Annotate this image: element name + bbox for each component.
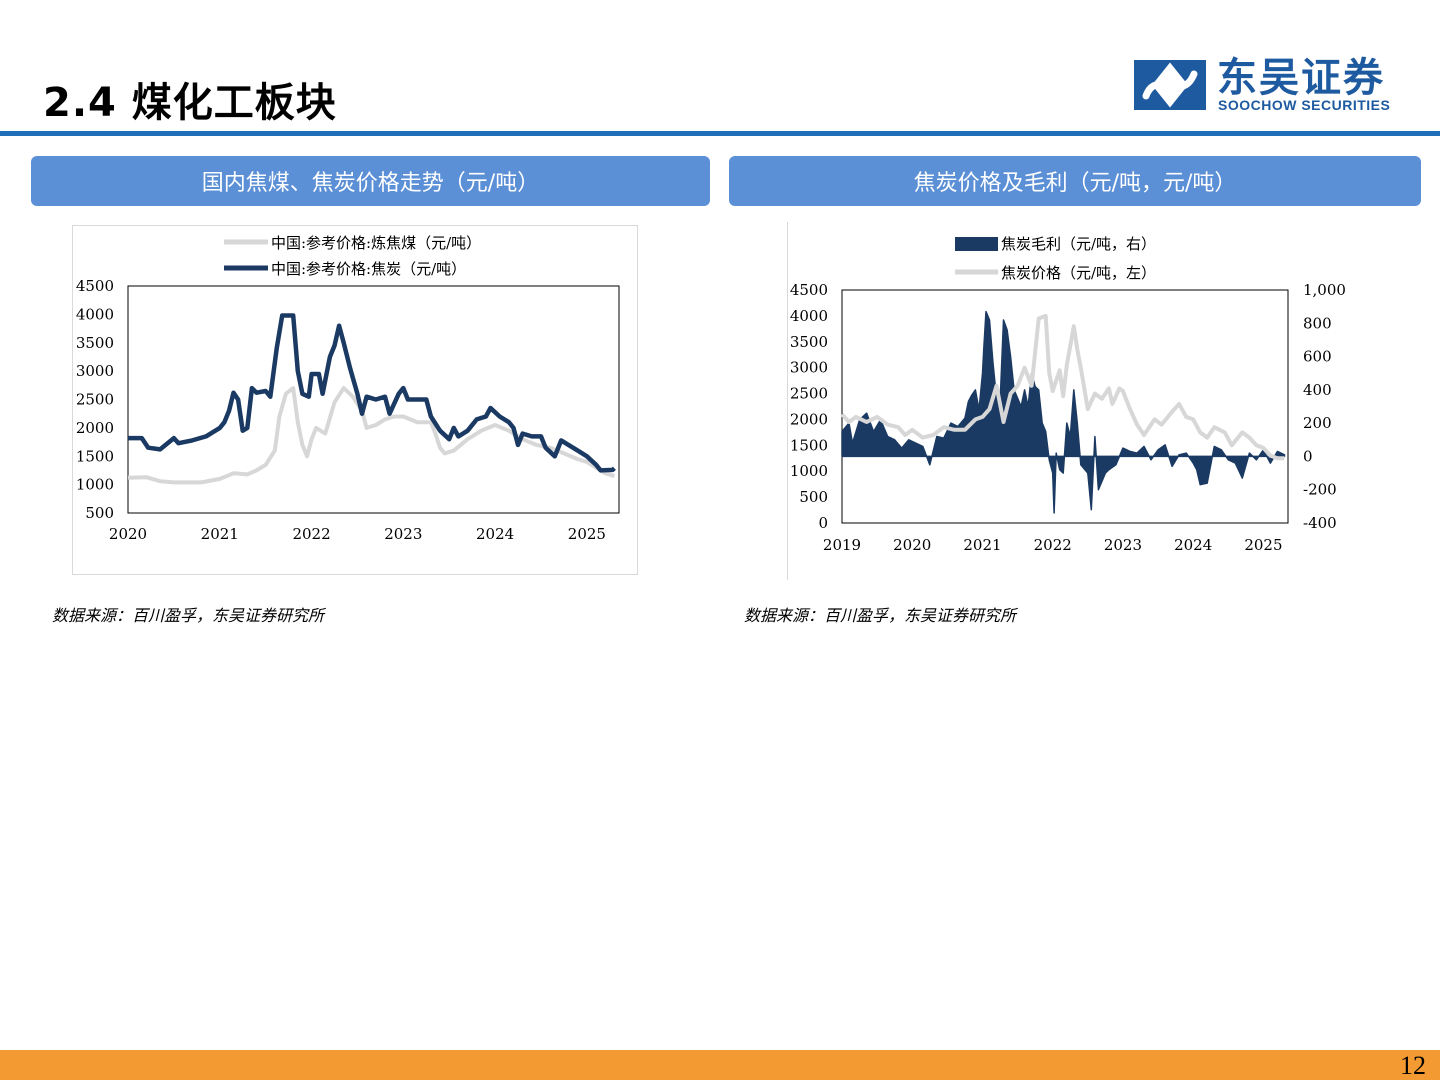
chart1-y-tick-label: 2000 bbox=[76, 419, 114, 437]
right-source-note: 数据来源：百川盈孚，东吴证券研究所 bbox=[744, 606, 1017, 625]
chart1-legend-label-1: 中国:参考价格:炼焦煤（元/吨） bbox=[271, 234, 481, 252]
chart2-legend-label-1: 焦炭毛利（元/吨，右） bbox=[1001, 235, 1156, 253]
chart2-legend-swatch-1 bbox=[955, 237, 998, 251]
chart2-right-y-tick-label: -200 bbox=[1303, 481, 1337, 499]
chart1-legend-label-2: 中国:参考价格:焦炭（元/吨） bbox=[271, 260, 466, 278]
chart2-left-y-tick-label: 4500 bbox=[790, 281, 828, 299]
chart2-x-tick-label: 2022 bbox=[1034, 536, 1072, 554]
chart2-x-tick-label: 2021 bbox=[963, 536, 1001, 554]
chart1-x-tick-label: 2020 bbox=[109, 525, 147, 543]
chart1-y-tick-label: 4000 bbox=[76, 305, 114, 323]
chart1-y-tick-label: 1000 bbox=[76, 476, 114, 494]
chart2-right-y-tick-label: -400 bbox=[1303, 514, 1337, 532]
chart2-legend-label-2: 焦炭价格（元/吨，左） bbox=[1001, 264, 1156, 282]
chart2-price-line bbox=[840, 313, 1285, 461]
chart2-left-y-tick-label: 1000 bbox=[790, 462, 828, 480]
chart2-right-y-tick-label: 0 bbox=[1303, 447, 1313, 465]
chart1-x-tick-label: 2023 bbox=[384, 525, 422, 543]
logo-mark-icon bbox=[1134, 60, 1206, 110]
chart1-y-tick-label: 2500 bbox=[76, 391, 114, 409]
company-logo: 东吴证券 SOOCHOW SECURITIES bbox=[1132, 56, 1407, 116]
chart2-left-y-tick-label: 1500 bbox=[790, 436, 828, 454]
left-chart-frame bbox=[72, 225, 638, 575]
chart1-x-tick-label: 2022 bbox=[292, 525, 330, 543]
chart2-x-tick-label: 2019 bbox=[823, 536, 861, 554]
chart2-plot-area bbox=[841, 289, 1289, 524]
chart2-left-y-tick-label: 4000 bbox=[790, 307, 828, 325]
chart2-left-y-tick-label: 500 bbox=[799, 488, 828, 506]
chart1-y-tick-label: 1500 bbox=[76, 447, 114, 465]
chart2-right-y-tick-label: 600 bbox=[1303, 348, 1332, 366]
page-title: 2.4 煤化工板块 bbox=[43, 80, 337, 126]
chart1-y-tick-label: 3500 bbox=[76, 334, 114, 352]
logo-chinese-text: 东吴证券 bbox=[1217, 55, 1385, 101]
chart2-right-y-tick-label: 400 bbox=[1303, 381, 1332, 399]
chart2-left-y-tick-label: 3500 bbox=[790, 333, 828, 351]
logo-english-text: SOOCHOW SECURITIES bbox=[1218, 97, 1391, 113]
chart2-left-y-tick-label: 2000 bbox=[790, 410, 828, 428]
chart1-x-tick-label: 2025 bbox=[568, 525, 606, 543]
footer-bar bbox=[0, 1050, 1440, 1080]
chart2-left-y-tick-label: 2500 bbox=[790, 385, 828, 403]
left-source-note: 数据来源：百川盈孚，东吴证券研究所 bbox=[52, 606, 325, 625]
chart2-right-y-tick-label: 1,000 bbox=[1303, 281, 1346, 299]
chart2-left-y-tick-label: 3000 bbox=[790, 359, 828, 377]
chart1-y-tick-label: 4500 bbox=[76, 277, 114, 295]
chart2-right-y-tick-label: 800 bbox=[1303, 314, 1332, 332]
chart2-x-tick-label: 2023 bbox=[1104, 536, 1142, 554]
chart2-x-tick-label: 2020 bbox=[893, 536, 931, 554]
chart1-x-tick-label: 2021 bbox=[201, 525, 239, 543]
chart1-plot-area bbox=[127, 285, 620, 514]
left-panel-header: 国内焦煤、焦炭价格走势（元/吨） bbox=[31, 156, 710, 206]
chart2-x-tick-label: 2024 bbox=[1174, 536, 1212, 554]
chart1-series-line-2 bbox=[128, 313, 616, 473]
chart2-margin-area bbox=[841, 310, 1286, 514]
page-number: 12 bbox=[1400, 1051, 1426, 1080]
chart1-series-line-1 bbox=[127, 386, 615, 485]
chart1-x-tick-label: 2024 bbox=[476, 525, 514, 543]
chart2-left-y-tick-label: 0 bbox=[818, 514, 828, 532]
right-panel-header: 焦炭价格及毛利（元/吨，元/吨） bbox=[729, 156, 1421, 206]
right-chart-divider bbox=[787, 222, 788, 580]
header-divider bbox=[0, 131, 1440, 136]
chart1-y-tick-label: 3000 bbox=[76, 362, 114, 380]
chart2-right-y-tick-label: 200 bbox=[1303, 414, 1332, 432]
chart2-x-tick-label: 2025 bbox=[1244, 536, 1282, 554]
chart1-y-tick-label: 500 bbox=[85, 504, 114, 522]
